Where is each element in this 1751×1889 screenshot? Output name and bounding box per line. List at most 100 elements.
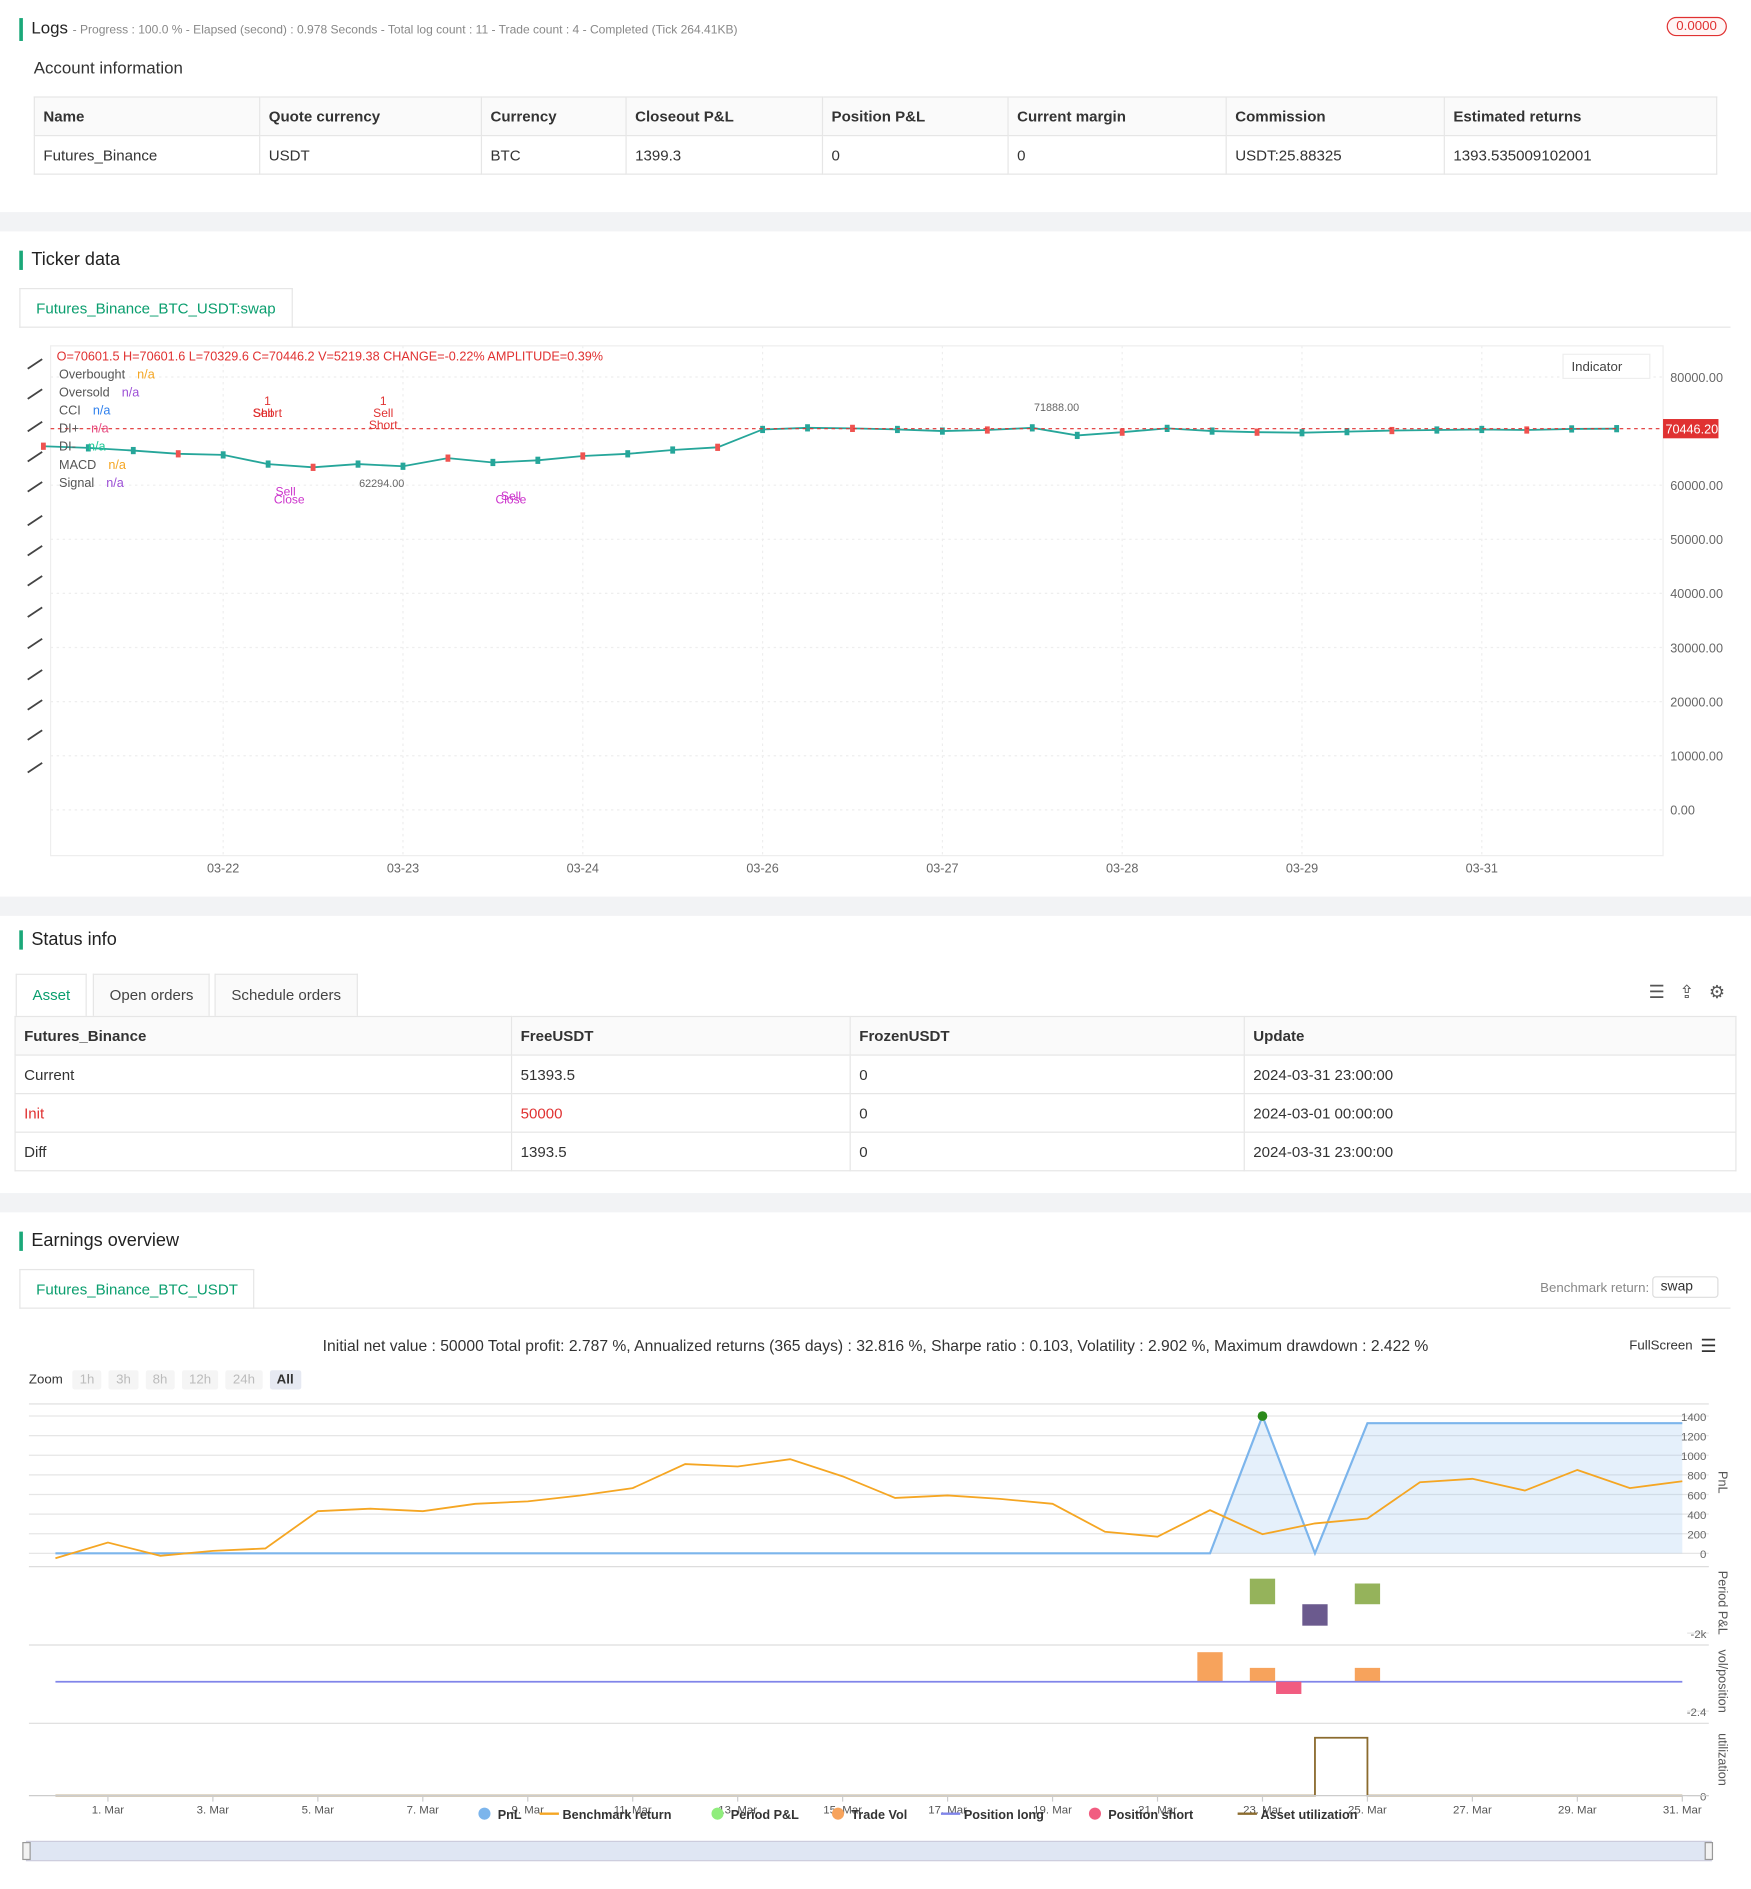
zoom-button[interactable]: All <box>269 1370 301 1390</box>
legend-label[interactable]: Position long <box>964 1808 1044 1822</box>
indicator-legend: Oversold n/a <box>59 385 140 399</box>
legend-label[interactable]: Position short <box>1108 1808 1194 1822</box>
candle <box>130 446 136 455</box>
cell: 1399.3 <box>625 134 824 175</box>
signal-label: 1 <box>264 394 271 408</box>
y-tick-label: 800 <box>1687 1471 1706 1483</box>
candle <box>1119 428 1125 436</box>
line <box>55 1736 1683 1797</box>
indicator-name: Signal <box>59 476 94 490</box>
price-line <box>43 426 1617 469</box>
y-tick-label: 40000.00 <box>1670 587 1723 601</box>
indicator-button-label[interactable]: Indicator <box>1571 359 1622 374</box>
account-title: Account information <box>33 57 183 78</box>
candle <box>1434 426 1440 434</box>
status-title: Status info <box>19 930 117 950</box>
candle <box>220 451 226 459</box>
panel-label: utilization <box>1715 1733 1729 1786</box>
fullscreen-button[interactable]: FullScreen <box>1629 1338 1693 1354</box>
toolbar-icon <box>27 606 43 618</box>
cell: BTC <box>480 134 627 175</box>
navigator-handle[interactable] <box>1704 1841 1714 1861</box>
account-table: Name Quote currency Currency Closeout P&L Po… <box>33 96 1718 175</box>
legend-label[interactable]: Benchmark return <box>563 1808 672 1822</box>
earnings-tab[interactable]: Futures_Binance_BTC_USDT <box>19 1268 255 1309</box>
line <box>55 1458 1683 1560</box>
row: Futures_Binance USDT BTC 1399.3 0 0 USDT:25.88… <box>33 134 1718 175</box>
column-header: Estimated returns <box>1443 96 1718 137</box>
y-tick-label: -2.4 <box>1687 1707 1707 1719</box>
earnings-chart: 0 200 400 600 800 1000 1200 1400 PnL -2k Period P&… <box>22 1403 1729 1862</box>
cell: USDT:25.88325 <box>1225 134 1445 175</box>
status-tab[interactable]: Open orders <box>92 973 211 1016</box>
zoom-button[interactable]: 12h <box>181 1370 219 1390</box>
header-row: Name Quote currency Currency Closeout P&L Po… <box>33 96 1718 137</box>
candle <box>715 443 721 451</box>
indicator-button[interactable] <box>1562 353 1651 380</box>
x-tick-label: 27. Mar <box>1453 1805 1492 1817</box>
logs-badge[interactable]: 0.0000 <box>1666 16 1727 37</box>
benchmark-select[interactable]: swap <box>1652 1276 1719 1298</box>
logs-title: Logs - Progress : 100.0 % - Elapsed (sec… <box>19 18 738 41</box>
status-tab[interactable]: Asset <box>15 973 88 1016</box>
separator <box>0 1193 1751 1213</box>
x-tick-label: 21. Mar <box>1138 1805 1177 1817</box>
candle <box>265 460 271 468</box>
toolbar-icon <box>27 451 43 463</box>
candle <box>1479 425 1485 434</box>
column <box>1302 1604 1328 1626</box>
cell: USDT <box>259 134 483 175</box>
x-tick-label: 11. Mar <box>614 1805 652 1817</box>
x-tick-label: 3. Mar <box>197 1805 230 1817</box>
area <box>55 1416 1683 1554</box>
candle <box>310 463 316 471</box>
signal-label: Short <box>369 418 398 432</box>
indicator-name: CCI <box>59 404 81 418</box>
menu-icon[interactable]: ☰ <box>1700 1336 1717 1357</box>
legend-symbol <box>478 1807 491 1820</box>
legend-symbol <box>832 1807 845 1820</box>
column <box>1197 1652 1223 1682</box>
zoom-button[interactable]: 8h <box>145 1370 175 1390</box>
x-tick-label: 25. Mar <box>1348 1805 1387 1817</box>
legend-label[interactable]: PnL <box>498 1808 522 1822</box>
navigator <box>25 1840 1712 1862</box>
column-header: FreeUSDT <box>510 1015 851 1056</box>
zoom-button[interactable]: 24h <box>225 1370 263 1390</box>
cell: 0 <box>821 134 1009 175</box>
y-tick-label: 60000.00 <box>1670 479 1723 493</box>
navigator-handle[interactable] <box>22 1841 31 1861</box>
zoom-button[interactable]: 3h <box>108 1370 139 1390</box>
zoom-button[interactable]: 1h <box>72 1370 102 1390</box>
indicator-name: MACD <box>59 458 96 472</box>
column-header: Current margin <box>1007 96 1227 137</box>
y-tick-label: 400 <box>1687 1510 1706 1522</box>
header-row: Futures_Binance FreeUSDT FrozenUSDT Update <box>14 1015 1737 1056</box>
column <box>1249 1578 1276 1605</box>
y-tick-label: 0 <box>1700 1791 1706 1803</box>
y-tick-label: 10000.00 <box>1670 750 1723 764</box>
candle <box>40 442 46 450</box>
legend-label[interactable]: Period P&L <box>731 1808 799 1822</box>
candle <box>400 462 406 470</box>
row: Diff 1393.5 0 2024-03-31 23:00:00 <box>14 1131 1737 1172</box>
candle <box>895 425 900 434</box>
toolbar-icon <box>27 575 43 587</box>
peak-marker <box>1257 1411 1268 1421</box>
cell: Current <box>14 1054 513 1095</box>
status-tab[interactable]: Schedule orders <box>214 973 358 1016</box>
indicator-legend: DI-n/a <box>59 440 106 454</box>
logs-title-text: Logs <box>31 18 68 38</box>
x-tick-label: 03-23 <box>387 861 419 875</box>
candle <box>175 450 181 458</box>
ticker-tab[interactable]: Futures_Binance_BTC_USDT:swap <box>19 288 293 328</box>
benchmark-label: Benchmark return: <box>1540 1281 1650 1296</box>
y-tick-label: 1400 <box>1681 1412 1706 1424</box>
indicator-value: n/a <box>93 404 112 418</box>
legend-label[interactable]: Trade Vol <box>851 1808 907 1822</box>
toolbar-icons[interactable]: ☰⇪⚙ <box>1648 982 1740 1003</box>
indicator-legend: Overbought n/a <box>59 367 156 381</box>
column <box>1249 1667 1276 1682</box>
legend-label[interactable]: Asset utilization <box>1261 1808 1358 1822</box>
x-tick-label: 9. Mar <box>512 1805 545 1817</box>
